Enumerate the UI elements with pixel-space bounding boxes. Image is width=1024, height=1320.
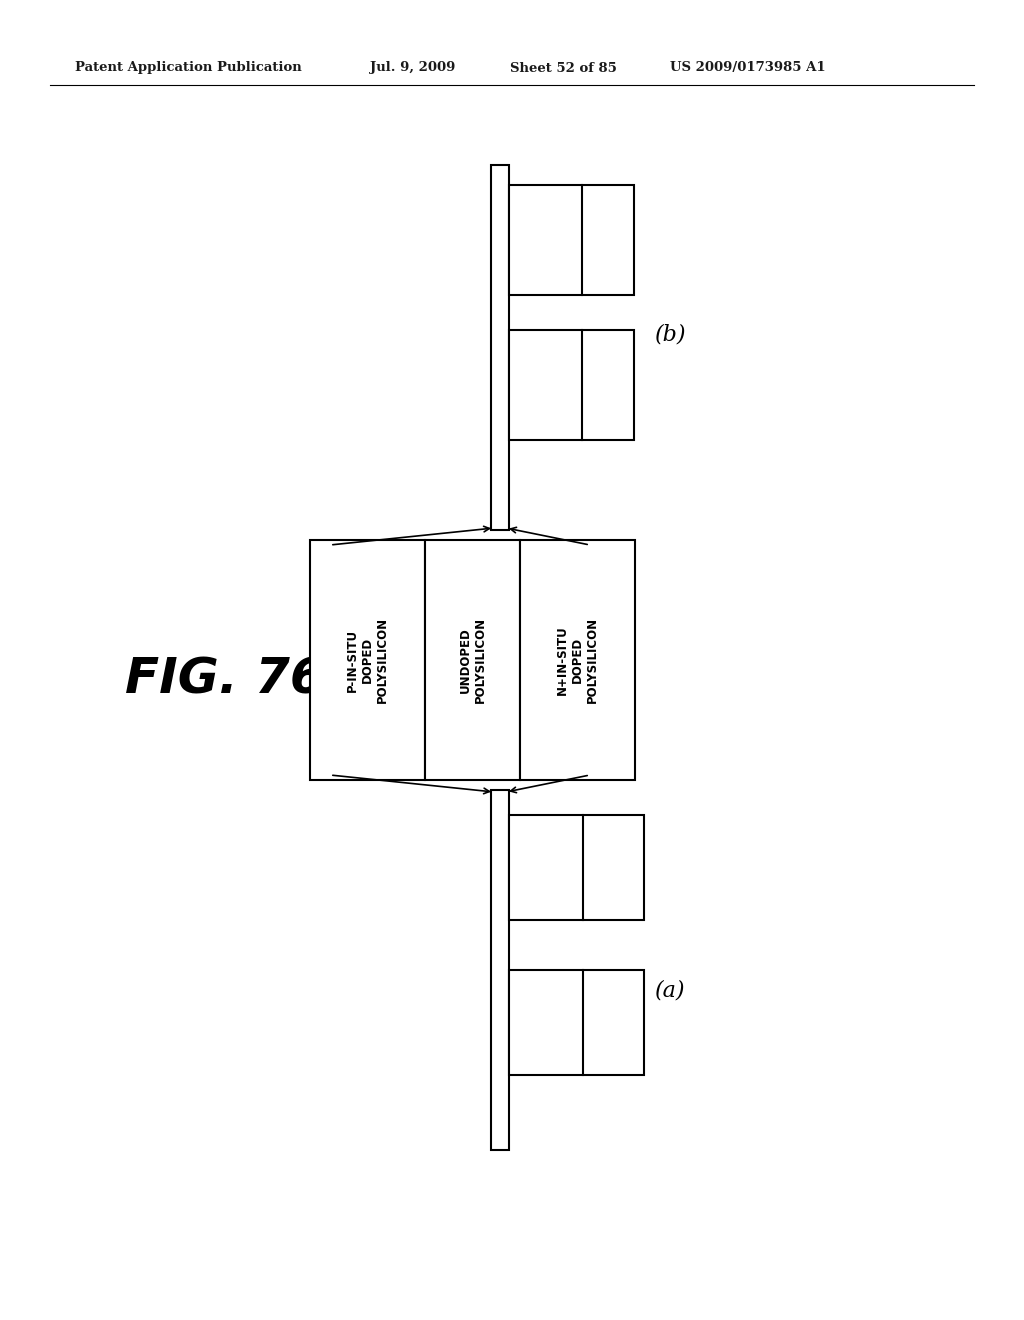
Text: (a): (a) bbox=[655, 979, 685, 1001]
Bar bbox=[310, 540, 425, 780]
Text: Jul. 9, 2009: Jul. 9, 2009 bbox=[370, 62, 456, 74]
Bar bbox=[509, 185, 634, 294]
Bar bbox=[490, 165, 509, 531]
Text: P-IN-SITU
DOPED
POLYSILICON: P-IN-SITU DOPED POLYSILICON bbox=[346, 616, 389, 704]
Bar bbox=[425, 540, 520, 780]
Bar bbox=[509, 330, 634, 440]
Text: N+IN-SITU
DOPED
POLYSILICON: N+IN-SITU DOPED POLYSILICON bbox=[556, 616, 599, 704]
Text: Sheet 52 of 85: Sheet 52 of 85 bbox=[510, 62, 616, 74]
Text: US 2009/0173985 A1: US 2009/0173985 A1 bbox=[670, 62, 825, 74]
Text: Patent Application Publication: Patent Application Publication bbox=[75, 62, 302, 74]
Bar bbox=[490, 789, 509, 1150]
Text: UNDOPED
POLYSILICON: UNDOPED POLYSILICON bbox=[459, 616, 486, 704]
Bar bbox=[520, 540, 635, 780]
Text: (b): (b) bbox=[655, 323, 686, 346]
Bar bbox=[509, 970, 644, 1074]
Text: FIG. 76: FIG. 76 bbox=[125, 656, 325, 704]
Bar bbox=[509, 814, 644, 920]
